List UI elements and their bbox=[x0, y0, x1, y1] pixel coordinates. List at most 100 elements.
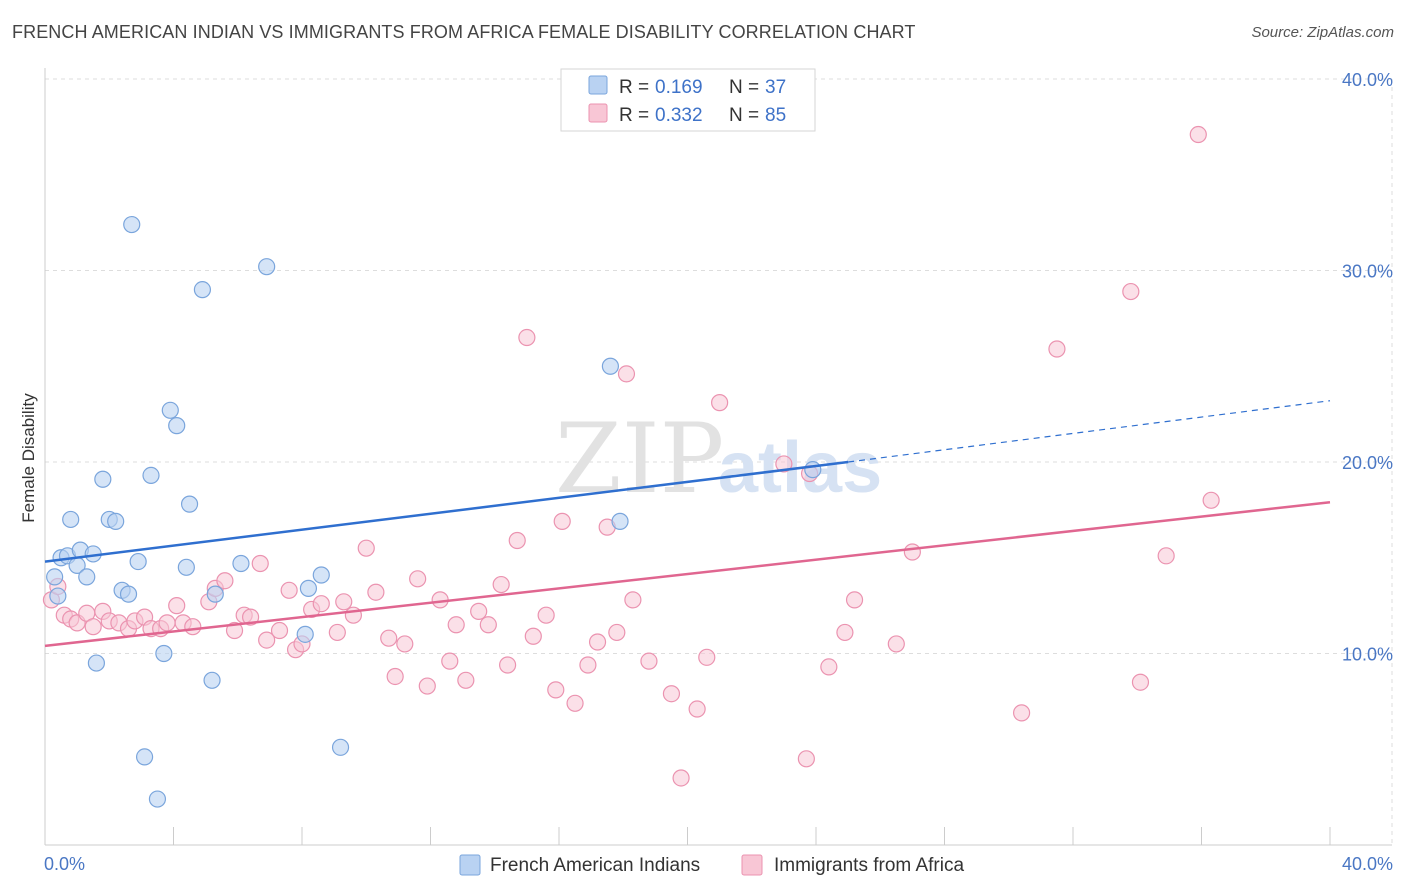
legend-r-label: R = bbox=[619, 105, 649, 126]
data-point-pink bbox=[499, 656, 517, 674]
data-point-pink bbox=[887, 635, 905, 653]
data-point-pink bbox=[441, 652, 459, 670]
data-point-pink bbox=[386, 667, 404, 686]
data-point-pink bbox=[820, 658, 838, 676]
trend-lines bbox=[44, 400, 1331, 648]
data-point-blue bbox=[119, 585, 138, 603]
data-point-pink bbox=[492, 575, 510, 594]
data-point-pink bbox=[1048, 340, 1066, 358]
data-point-pink bbox=[711, 394, 729, 412]
data-point-blue bbox=[296, 625, 314, 643]
legend-r-value: 0.332 bbox=[655, 105, 703, 126]
chart-title: FRENCH AMERICAN INDIAN VS IMMIGRANTS FRO… bbox=[12, 22, 916, 42]
data-point-pink bbox=[216, 572, 234, 590]
data-point-pink bbox=[184, 618, 202, 636]
data-point-blue bbox=[203, 671, 221, 689]
data-point-blue bbox=[206, 585, 224, 603]
data-point-pink bbox=[470, 602, 488, 620]
data-point-pink bbox=[688, 700, 706, 718]
data-point-pink bbox=[547, 681, 565, 699]
data-point-blue bbox=[148, 790, 167, 808]
data-point-pink bbox=[836, 623, 854, 642]
source-label: Source: ZipAtlas.com bbox=[1251, 24, 1394, 41]
data-point-blue bbox=[232, 554, 250, 573]
legend-n-label: N = bbox=[729, 105, 759, 126]
data-point-pink bbox=[1131, 673, 1150, 691]
series-legend-swatch-pink bbox=[741, 854, 763, 876]
data-point-blue bbox=[62, 510, 80, 529]
stats-legend: R = 0.169 N = 37 R = 0.332 N = 85 bbox=[560, 68, 816, 132]
data-point-blue bbox=[331, 738, 350, 756]
legend-swatch-blue bbox=[588, 75, 608, 95]
data-point-blue bbox=[601, 357, 620, 375]
legend-n-label: N = bbox=[729, 77, 759, 98]
y-tick-label: 10.0% bbox=[1342, 645, 1393, 665]
data-point-pink bbox=[508, 531, 526, 550]
legend-r-label: R = bbox=[619, 77, 649, 98]
data-point-pink bbox=[409, 570, 427, 588]
data-point-pink bbox=[225, 621, 244, 640]
data-point-pink bbox=[479, 616, 497, 634]
data-point-blue bbox=[611, 512, 629, 530]
axes bbox=[44, 68, 1392, 846]
data-point-pink bbox=[672, 769, 690, 787]
data-point-blue bbox=[180, 495, 199, 513]
data-point-pink bbox=[1122, 282, 1140, 301]
series-immigrants-from-africa-points bbox=[42, 125, 1220, 787]
series-legend-label-french-american-indians: French American Indians bbox=[490, 855, 700, 876]
data-point-blue bbox=[161, 401, 179, 419]
data-point-pink bbox=[518, 328, 536, 347]
data-point-pink bbox=[280, 581, 298, 599]
data-point-pink bbox=[380, 629, 398, 647]
data-point-blue bbox=[107, 512, 125, 530]
data-point-blue bbox=[142, 466, 160, 485]
data-point-pink bbox=[242, 608, 260, 626]
data-point-pink bbox=[84, 618, 102, 636]
series-legend-swatch-blue bbox=[459, 854, 481, 876]
data-point-pink bbox=[553, 512, 571, 530]
data-point-pink bbox=[617, 365, 636, 383]
data-point-pink bbox=[457, 671, 475, 689]
data-point-pink bbox=[1012, 704, 1031, 722]
legend-n-value: 37 bbox=[765, 77, 786, 98]
data-point-blue bbox=[168, 417, 186, 435]
data-point-blue bbox=[49, 587, 67, 605]
data-point-pink bbox=[579, 656, 597, 674]
data-point-pink bbox=[447, 616, 465, 634]
data-point-blue bbox=[177, 558, 195, 576]
data-point-pink bbox=[608, 623, 626, 642]
data-point-pink bbox=[258, 631, 276, 649]
data-point-pink bbox=[537, 606, 555, 624]
data-point-pink bbox=[168, 597, 186, 615]
trend-line-pink bbox=[44, 500, 1331, 648]
data-point-blue bbox=[193, 281, 212, 299]
data-point-blue bbox=[312, 566, 330, 584]
data-point-pink bbox=[845, 591, 864, 609]
data-point-pink bbox=[396, 635, 414, 653]
data-point-pink bbox=[357, 539, 375, 557]
data-point-blue bbox=[135, 748, 154, 766]
legend-r-value: 0.169 bbox=[655, 77, 703, 98]
data-point-pink bbox=[328, 623, 346, 642]
series-french-american-indians-points bbox=[46, 215, 822, 808]
tick-labels: 10.0% 20.0% 30.0% 40.0% 0.0% 40.0% bbox=[44, 70, 1393, 874]
data-point-blue bbox=[123, 215, 141, 234]
data-point-pink bbox=[524, 627, 542, 645]
trend-line-blue-extension bbox=[848, 400, 1331, 463]
data-point-blue bbox=[94, 470, 112, 488]
y-tick-label: 40.0% bbox=[1342, 70, 1393, 90]
data-point-pink bbox=[1157, 547, 1175, 565]
data-point-pink bbox=[775, 455, 793, 473]
data-point-pink bbox=[158, 614, 176, 632]
data-point-pink bbox=[270, 621, 289, 640]
data-point-pink bbox=[1189, 125, 1207, 144]
data-point-blue bbox=[155, 644, 173, 663]
trend-line-blue bbox=[44, 460, 849, 563]
series-legend: French American Indians Immigrants from … bbox=[459, 854, 964, 876]
data-point-pink bbox=[367, 583, 385, 601]
data-point-blue bbox=[299, 579, 318, 597]
legend-swatch-pink bbox=[588, 103, 608, 123]
y-tick-label: 30.0% bbox=[1342, 262, 1393, 282]
data-point-pink bbox=[418, 677, 436, 695]
